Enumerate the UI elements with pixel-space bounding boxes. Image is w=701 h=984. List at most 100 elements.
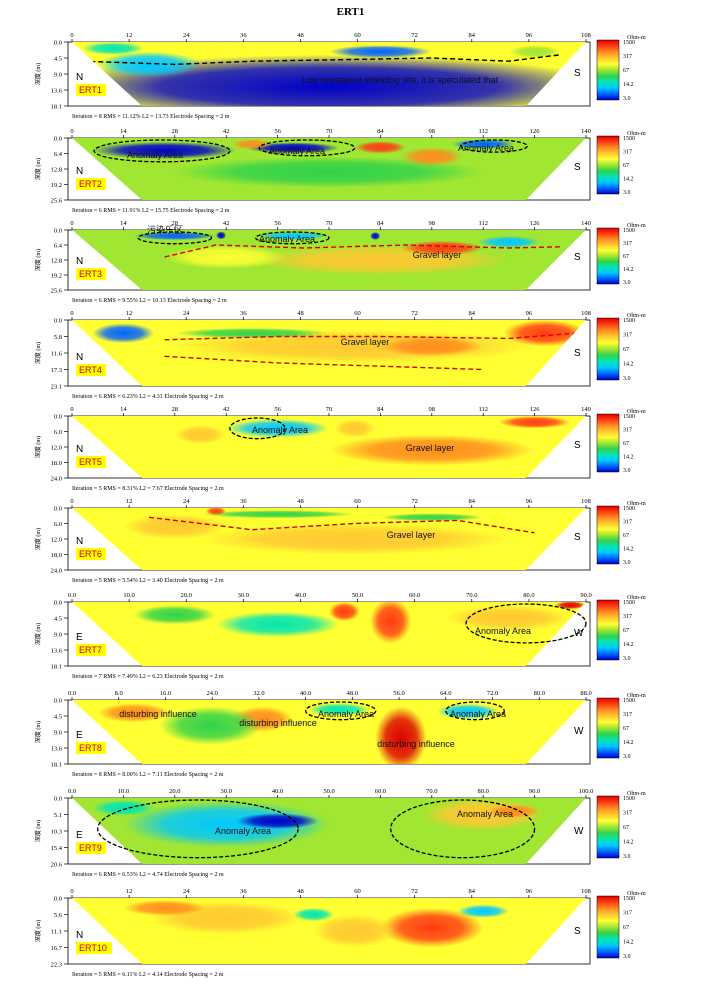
x-tick-label: 84: [469, 888, 476, 895]
colorbar-tick-label: 14.2: [623, 642, 634, 648]
colorbar-tick-label: 1500: [623, 600, 635, 606]
depth-tick-label: 0.0: [54, 40, 62, 47]
depth-tick-label: 9.0: [54, 72, 62, 79]
direction-left: E: [76, 830, 83, 841]
layer-boundary: [164, 244, 561, 258]
resistivity-blob: [164, 245, 288, 269]
direction-left: N: [76, 256, 83, 267]
x-tick-label: 96: [526, 888, 533, 895]
x-tick-label: 28: [172, 406, 179, 413]
resistivity-blob: [380, 907, 484, 948]
resistivity-blob: [329, 434, 535, 466]
colorbar-tick-label: 317: [623, 54, 632, 60]
x-tick-label: 24.0: [206, 690, 217, 697]
colorbar-tick-label: 67: [623, 441, 629, 447]
depth-axis-label: 深度 (m): [34, 436, 42, 458]
x-tick-label: 48.0: [347, 690, 358, 697]
inversion-stats: Iteration = 6 RMS = 6.23% L2 = 4.31 Elec…: [72, 394, 224, 400]
resistivity-blob: [123, 801, 329, 848]
colorbar-unit: Ohm-m: [627, 501, 646, 507]
resistivity-blob: [92, 141, 237, 160]
profile-id: ERT6: [79, 549, 102, 559]
x-tick-label: 140: [581, 406, 591, 413]
resistivity-blob: [555, 602, 586, 610]
x-tick-label: 72: [411, 310, 418, 317]
depth-tick-label: 11.1: [51, 929, 62, 936]
resistivity-field: [72, 508, 586, 570]
x-tick-label: 108: [581, 498, 591, 505]
x-tick-label: 24: [183, 310, 190, 317]
ert-panel-ert10: 0 12 24 36 48 60 72 84 96 108 0.0 5.6 11.1 16.7 22.3 深度…: [0, 884, 701, 980]
x-tick-label: 40.0: [295, 592, 306, 599]
x-tick-label: 72: [411, 888, 418, 895]
direction-left: E: [76, 632, 83, 643]
depth-tick-label: 25.6: [51, 288, 63, 295]
colorbar-tick-label: 317: [623, 712, 632, 718]
depth-tick-label: 6.0: [54, 429, 62, 436]
colorbar-tick-label: 14.2: [623, 940, 634, 946]
depth-tick-label: 0.0: [54, 796, 62, 803]
x-tick-label: 90.0: [529, 788, 540, 795]
depth-axis-label: 深度 (m): [34, 820, 42, 842]
x-tick-label: 84: [469, 498, 476, 505]
annotation-label: 污染乐区: [147, 224, 183, 235]
ert-panel-ert7: 0.0 10.0 20.0 30.0 40.0 50.0 60.0 70.0 80.0 90.0 0…: [0, 588, 701, 682]
colorbar-tick-label: 1500: [623, 698, 635, 704]
x-tick-label: 108: [581, 32, 591, 39]
ert-panel-ert1: 0 12 24 36 48 60 72 84 96 108 0.0 4.5 9.0 13.6 18.1 深度 …: [0, 28, 701, 122]
depth-tick-label: 5.6: [54, 912, 63, 919]
depth-tick-label: 16.7: [51, 945, 63, 952]
x-tick-label: 48: [297, 32, 304, 39]
colorbar: [596, 413, 620, 473]
resistivity-blob: [257, 232, 329, 240]
depth-tick-label: 13.6: [51, 88, 63, 95]
x-tick-label: 36: [240, 498, 247, 505]
x-tick-label: 0: [70, 32, 73, 39]
ert-panel-ert9: 0.0 10.0 20.0 30.0 40.0 50.0 60.0 70.0 80.0 90.0 1…: [0, 784, 701, 880]
ert-panel-ert4: 0 12 24 36 48 60 72 84 96 108 0.0 5.8 11.6 17.3 23.1 深度…: [0, 306, 701, 402]
resistivity-blob: [200, 523, 509, 555]
x-tick-label: 126: [530, 128, 541, 135]
colorbar-tick-label: 67: [623, 533, 629, 539]
x-tick-label: 84: [377, 406, 384, 413]
colorbar-tick-label: 1500: [623, 40, 635, 46]
x-tick-label: 30.0: [221, 788, 232, 795]
profile-id: ERT1: [79, 85, 102, 95]
depth-tick-label: 12.0: [51, 537, 62, 544]
x-tick-label: 0: [70, 128, 73, 135]
colorbar-tick-label: 67: [623, 347, 629, 353]
inversion-stats: Iteration = 6 RMS = 6.53% L2 = 4.74 Elec…: [72, 872, 224, 878]
resistivity-blob: [133, 232, 216, 240]
profile-id: ERT7: [79, 645, 102, 655]
ert-section-svg: 0 12 24 36 48 60 72 84 96 108 0.0 5.6 11.1 16.7 22.3 深度…: [34, 888, 646, 978]
x-tick-label: 16.0: [160, 690, 171, 697]
x-tick-label: 72: [411, 32, 418, 39]
resistivity-blob: [215, 611, 340, 638]
annotation-label: Gravel layer: [341, 337, 390, 347]
inversion-stats: Iteration = 6 RMS = 11.91% L2 = 15.75 El…: [72, 208, 230, 214]
resistivity-blob: [293, 907, 335, 922]
x-tick-label: 64.0: [440, 690, 451, 697]
resistivity-blob: [133, 605, 216, 625]
direction-right: S: [574, 162, 581, 173]
direction-right: S: [574, 926, 581, 937]
annotation-label: disturbing influence: [377, 739, 455, 749]
x-tick-label: 36: [240, 888, 247, 895]
x-tick-label: 10.0: [123, 592, 134, 599]
x-tick-label: 140: [581, 128, 591, 135]
profile-id-bg: [76, 742, 106, 754]
colorbar-tick-label: 3.0: [623, 376, 631, 382]
profile-id: ERT9: [79, 843, 102, 853]
colorbar-unit: Ohm-m: [627, 223, 646, 229]
zone-outline: [137, 231, 213, 245]
depth-tick-label: 13.6: [51, 746, 63, 753]
x-tick-label: 56: [274, 220, 281, 227]
depth-tick-label: 9.0: [54, 730, 62, 737]
x-tick-label: 84: [377, 128, 384, 135]
x-tick-label: 0.0: [68, 690, 76, 697]
inversion-stats: Iteration = 5 RMS = 5.54% L2 = 3.40 Elec…: [72, 578, 224, 584]
depth-tick-label: 15.4: [51, 845, 63, 852]
annotation-label: Low resistance shielding site, it is spe…: [302, 75, 499, 85]
direction-left: N: [76, 72, 83, 83]
depth-tick-label: 12.8: [51, 167, 62, 174]
